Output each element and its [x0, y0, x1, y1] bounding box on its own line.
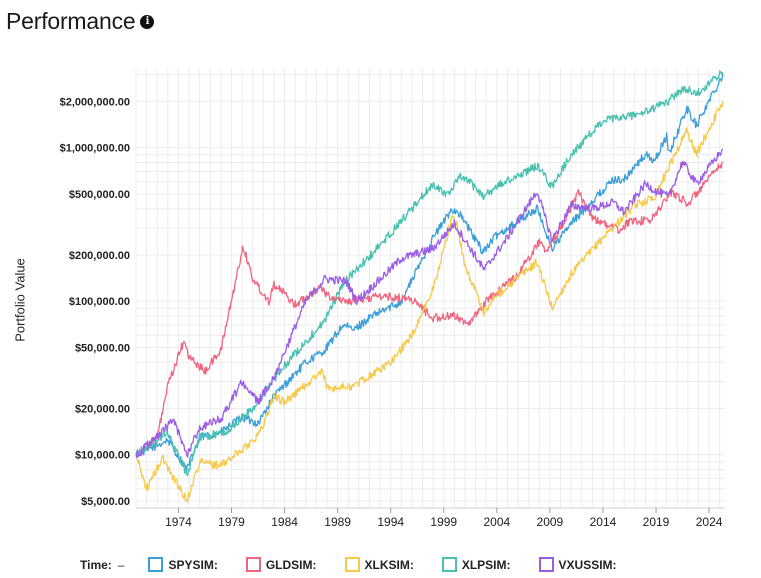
series-line-xlksim [135, 101, 724, 503]
x-tick-label: 2009 [537, 515, 564, 529]
series-line-xlpsim [135, 70, 724, 477]
legend-label: GLDSIM: [265, 557, 317, 572]
series-line-spysim [135, 74, 724, 473]
title-row: Performance i [6, 8, 155, 35]
x-tick-label: 1989 [324, 515, 351, 529]
y-tick-label: $100,000.00 [69, 296, 130, 308]
x-tick-label: 1974 [165, 515, 192, 529]
y-tick-label: $2,000,000.00 [60, 96, 130, 108]
legend-label: SPYSIM: [168, 557, 218, 572]
y-tick-label: $50,000.00 [75, 342, 130, 354]
x-tick-label: 2004 [483, 515, 510, 529]
legend-swatch [538, 557, 554, 572]
series-line-gldsim [135, 161, 724, 458]
info-icon[interactable]: i [140, 14, 155, 29]
legend: Time: – SPYSIM: GLDSIM: XLKSIM: XLPSIM: VXUS… [80, 557, 645, 572]
legend-item-xlpsim[interactable]: XLPSIM: [441, 557, 511, 572]
y-tick-label: $1,000,000.00 [60, 143, 130, 155]
legend-swatch [441, 557, 457, 572]
legend-item-xlksim[interactable]: XLKSIM: [344, 557, 414, 572]
y-tick-label: $200,000.00 [69, 250, 130, 262]
legend-swatch [344, 557, 360, 572]
legend-time-value: – [117, 557, 125, 572]
x-tick-label: 1999 [430, 515, 457, 529]
x-tick-label: 1994 [377, 515, 404, 529]
page-title: Performance [6, 8, 136, 34]
y-tick-label: $20,000.00 [75, 404, 130, 416]
x-tick-label: 1979 [218, 515, 245, 529]
x-tick-label: 2024 [696, 515, 723, 529]
y-tick-label: $500,000.00 [69, 189, 130, 201]
legend-item-gldsim[interactable]: GLDSIM: [245, 557, 317, 572]
x-tick-label: 2014 [590, 515, 617, 529]
x-tick-label: 2019 [643, 515, 670, 529]
legend-label: XLPSIM: [461, 557, 511, 572]
legend-swatch [245, 557, 261, 572]
legend-label: XLKSIM: [364, 557, 414, 572]
x-tick-label: 1984 [271, 515, 298, 529]
legend-swatch [148, 557, 164, 572]
legend-item-vxussim[interactable]: VXUSSIM: [538, 557, 617, 572]
series-line-vxussim [135, 148, 724, 459]
y-tick-label: $10,000.00 [75, 450, 130, 462]
legend-label: VXUSSIM: [558, 557, 617, 572]
legend-time-label: Time: [80, 557, 112, 572]
legend-item-spysim[interactable]: SPYSIM: [148, 557, 218, 572]
y-tick-label: $5,000.00 [81, 496, 130, 508]
